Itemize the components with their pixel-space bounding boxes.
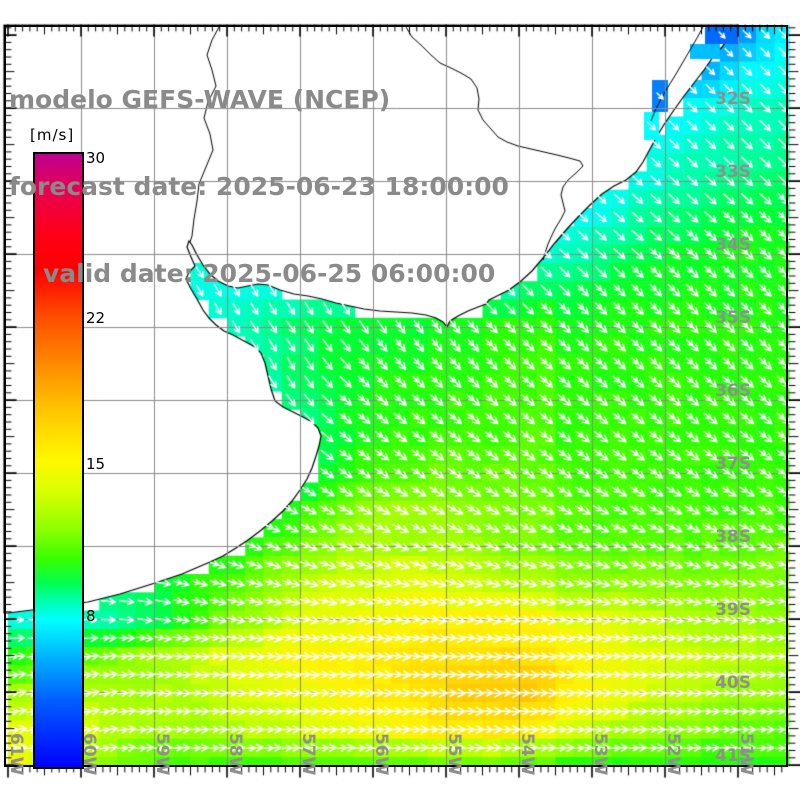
valid-date: valid date: 2025-06-25 06:00:00 <box>43 259 496 288</box>
colorbar-tick-label: 22 <box>86 308 106 327</box>
colorbar-unit-label: [m/s] <box>30 126 75 144</box>
colorbar-tick-label: 30 <box>86 148 106 167</box>
colorbar-gradient <box>33 152 84 769</box>
forecast-date: forecast date: 2025-06-23 18:00:00 <box>9 172 509 201</box>
model-title: modelo GEFS-WAVE (NCEP) <box>9 85 391 114</box>
title-block: modelo GEFS-WAVE (NCEP) forecast date: 2… <box>9 27 509 346</box>
colorbar-tick-label: 15 <box>86 454 106 473</box>
colorbar-tick-label: 8 <box>86 606 96 625</box>
